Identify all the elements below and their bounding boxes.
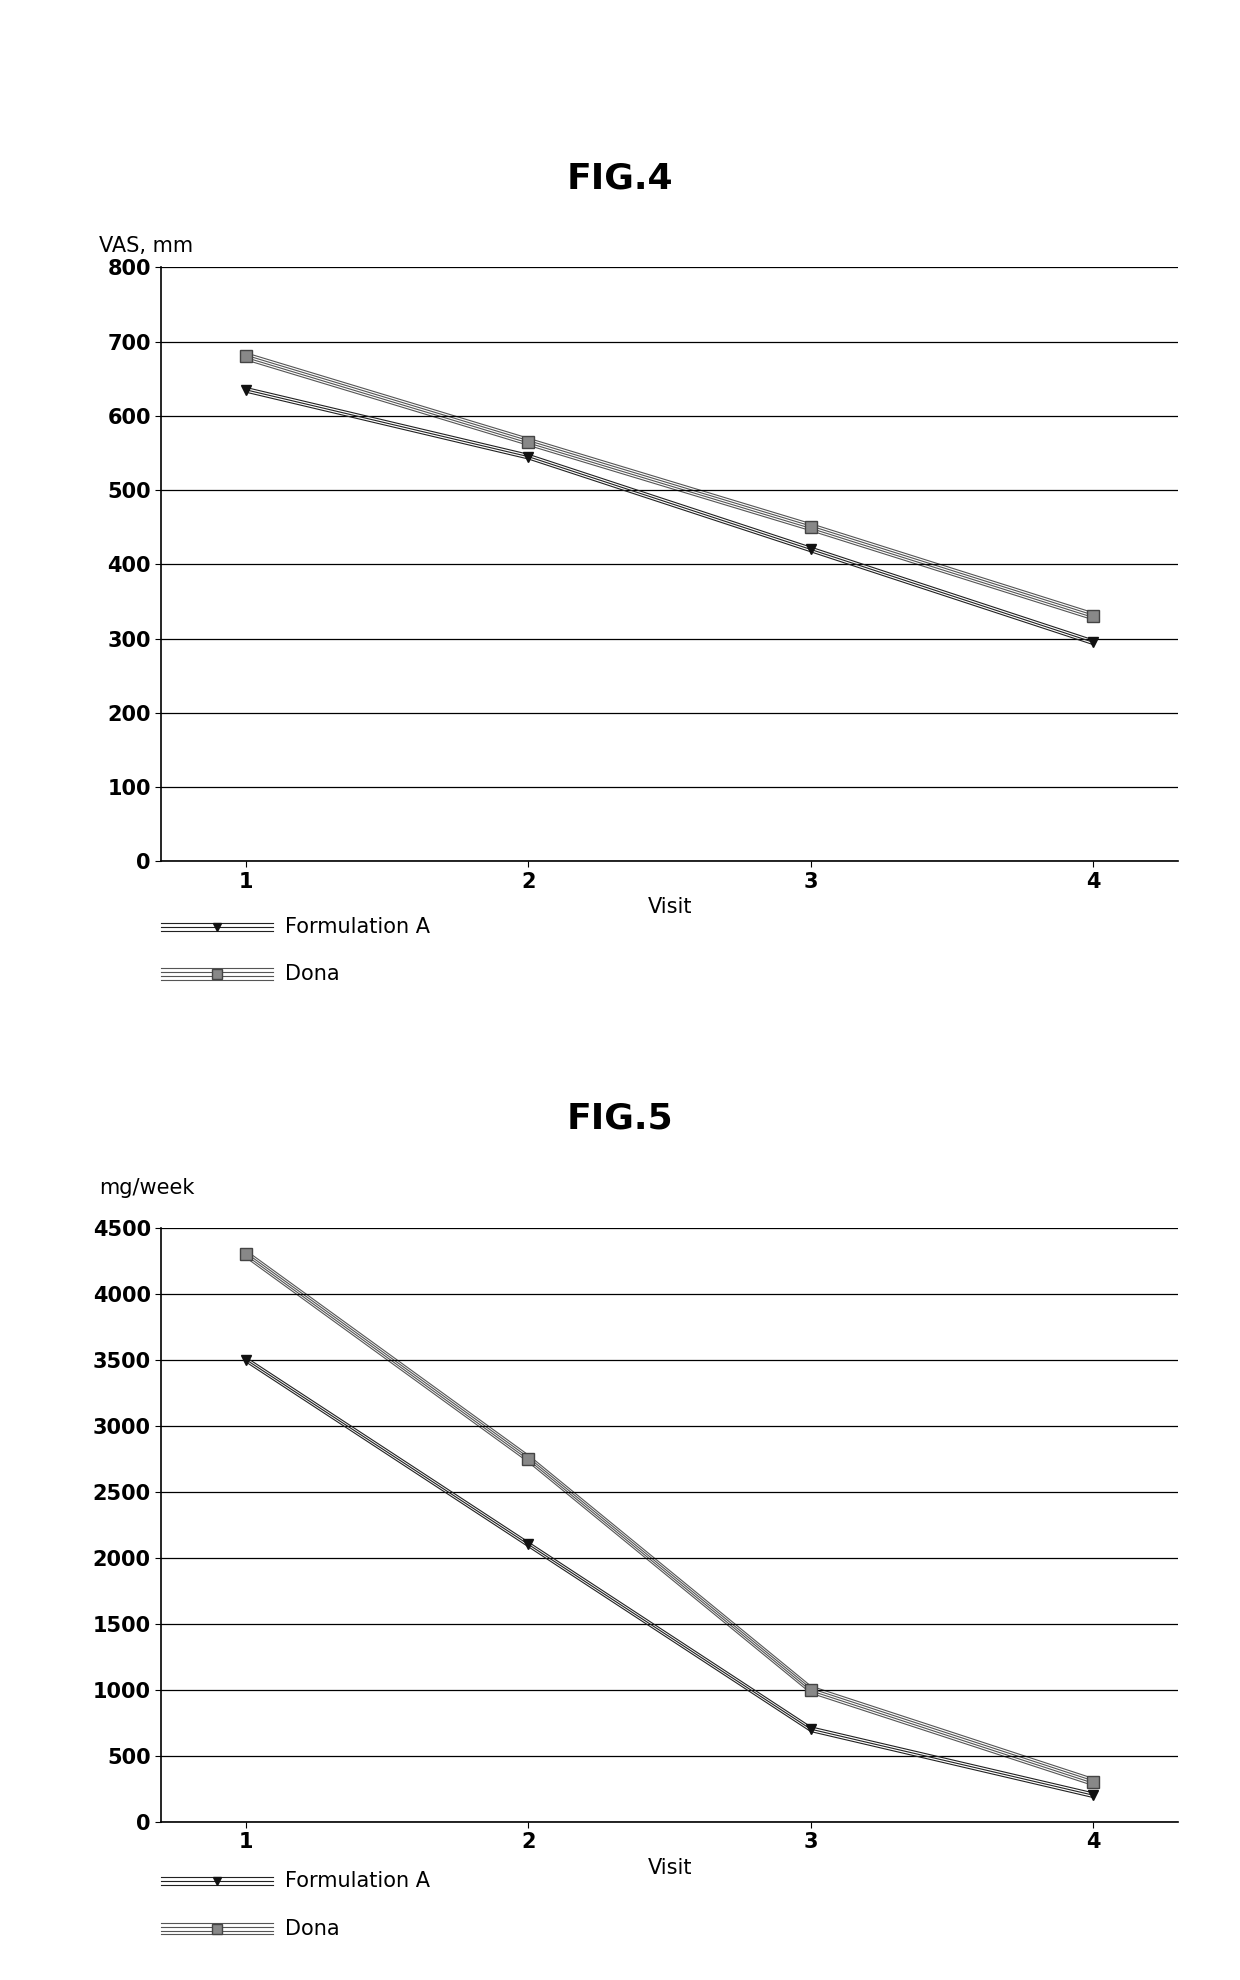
Text: FIG.5: FIG.5 bbox=[567, 1101, 673, 1137]
Text: mg/week: mg/week bbox=[99, 1178, 195, 1198]
Text: Dona: Dona bbox=[285, 964, 340, 984]
Text: Formulation A: Formulation A bbox=[285, 1871, 430, 1891]
X-axis label: Visit: Visit bbox=[647, 897, 692, 917]
X-axis label: Visit: Visit bbox=[647, 1857, 692, 1877]
Text: Dona: Dona bbox=[285, 1919, 340, 1938]
Text: FIG.4: FIG.4 bbox=[567, 160, 673, 196]
Text: VAS, mm: VAS, mm bbox=[99, 236, 193, 255]
Text: Formulation A: Formulation A bbox=[285, 917, 430, 937]
